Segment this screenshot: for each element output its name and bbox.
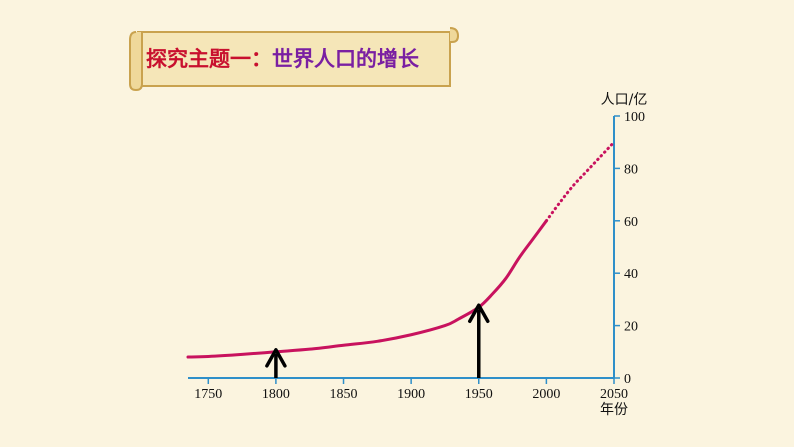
- x-tick-label: 2050: [600, 387, 628, 402]
- x-tick-label: 1800: [262, 387, 290, 402]
- y-tick-label: 40: [624, 267, 638, 282]
- page-title: 探究主题一： 世界人口的增长: [146, 40, 419, 76]
- x-tick-label: 2000: [532, 387, 560, 402]
- y-tick-label: 0: [624, 372, 631, 387]
- y-tick-label: 80: [624, 162, 638, 177]
- arrow-head: [265, 348, 287, 368]
- projection-line: [544, 140, 616, 223]
- y-tick-label: 20: [624, 320, 638, 335]
- title-part-1: 探究主题一：: [146, 46, 272, 71]
- x-tick-label: 1750: [194, 387, 222, 402]
- x-tick-label: 1900: [397, 387, 425, 402]
- y-axis-title: 人口/亿: [601, 92, 648, 108]
- x-tick-label: 1950: [465, 387, 493, 402]
- y-tick-label: 100: [624, 110, 645, 125]
- scroll-banner: [129, 27, 460, 92]
- arrow-head: [468, 303, 490, 324]
- y-tick-label: 60: [624, 215, 638, 230]
- population-line: [186, 219, 548, 359]
- title-part-2: 世界人口的增长: [272, 46, 419, 71]
- x-axis-title: 年份: [600, 402, 628, 418]
- x-tick-label: 1850: [330, 387, 358, 402]
